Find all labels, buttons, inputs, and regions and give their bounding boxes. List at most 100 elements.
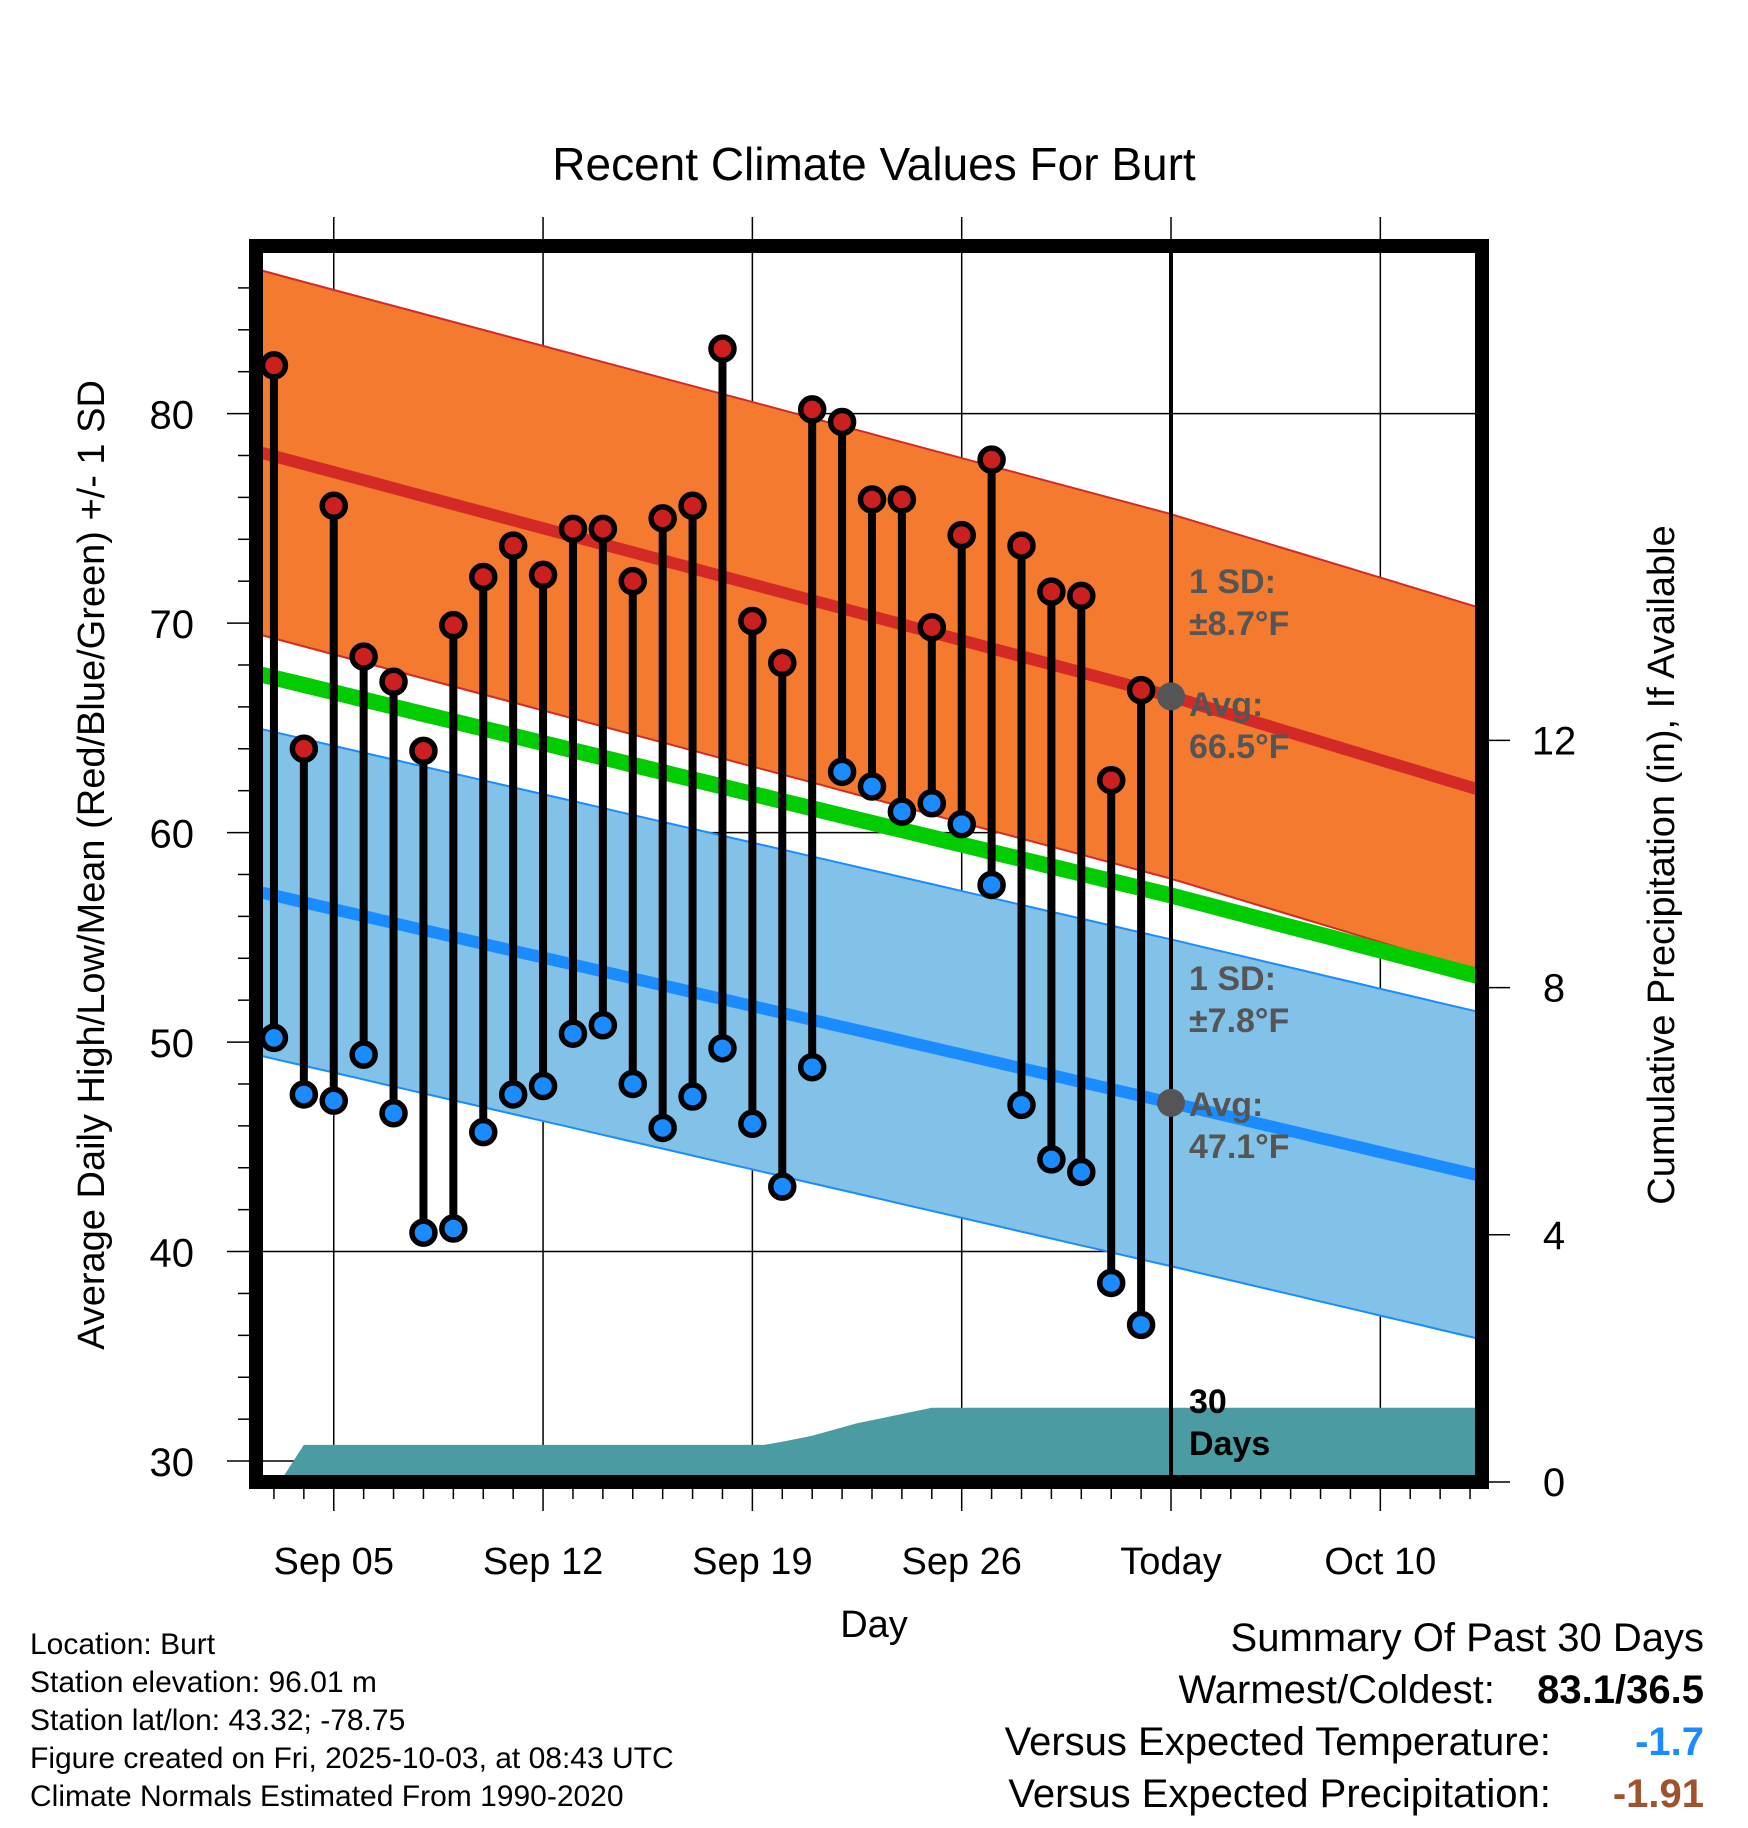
daily-high-point bbox=[469, 562, 498, 592]
x-tick-label: Sep 05 bbox=[274, 1541, 394, 1583]
daily-low-point bbox=[588, 1011, 618, 1040]
daily-high-point bbox=[588, 514, 618, 544]
summary-temp-row: Versus Expected Temperature: -1.7 bbox=[1005, 1716, 1704, 1768]
daily-high-point bbox=[618, 566, 648, 596]
daily-high-point bbox=[768, 648, 797, 678]
low-avg-label: Avg: bbox=[1189, 1086, 1263, 1124]
y2-tick-label: 8 bbox=[1543, 967, 1565, 1011]
warm-cold-label: Warmest/Coldest: bbox=[1178, 1668, 1495, 1712]
y2-tick-label: 0 bbox=[1543, 1461, 1565, 1505]
daily-high-point bbox=[738, 606, 767, 636]
daily-low-point bbox=[469, 1117, 498, 1147]
daily-high-point bbox=[439, 610, 468, 640]
x-tick-label: Sep 26 bbox=[901, 1541, 1021, 1583]
daily-high-point bbox=[498, 531, 528, 560]
daily-low-point bbox=[738, 1109, 767, 1139]
daily-low-point bbox=[678, 1082, 707, 1111]
daily-high-point bbox=[259, 351, 289, 380]
summary-title: Summary Of Past 30 Days bbox=[1230, 1616, 1704, 1660]
normal-mean-line bbox=[256, 665, 1482, 985]
plot-frame bbox=[249, 239, 1489, 1489]
daily-high-point bbox=[1007, 531, 1036, 560]
plot-area: 1 SD: ±8.7°F Avg: 66.5°F 1 SD: ±7.8°F Avg: 47.1… bbox=[150, 217, 1577, 1583]
y-tick-label: 40 bbox=[150, 1232, 195, 1276]
location-text: Location: Burt bbox=[30, 1628, 216, 1661]
daily-high-point bbox=[678, 491, 707, 521]
daily-low-point bbox=[648, 1113, 677, 1143]
period-unit: Days bbox=[1189, 1425, 1270, 1463]
daily-high-point bbox=[528, 560, 558, 590]
period-number: 30 bbox=[1189, 1383, 1227, 1421]
daily-high-point bbox=[857, 485, 887, 514]
daily-low-point bbox=[827, 757, 857, 787]
precip-value: -1.91 bbox=[1612, 1772, 1704, 1816]
y2-tick-label: 12 bbox=[1532, 719, 1577, 763]
daily-low-point bbox=[947, 809, 976, 839]
x-tick-label: Sep 12 bbox=[483, 1541, 603, 1583]
daily-high-point bbox=[708, 334, 737, 363]
daily-low-point bbox=[618, 1069, 648, 1099]
daily-low-point bbox=[768, 1172, 797, 1201]
elevation-text: Station elevation: 96.01 m bbox=[30, 1666, 377, 1699]
daily-high-point bbox=[947, 520, 976, 550]
low-avg-value: 47.1°F bbox=[1189, 1128, 1290, 1166]
chart-title: Recent Climate Values For Burt bbox=[552, 138, 1196, 190]
daily-low-point bbox=[319, 1086, 348, 1115]
y-tick-label: 30 bbox=[150, 1441, 195, 1485]
daily-low-point bbox=[1126, 1310, 1156, 1340]
daily-low-point bbox=[977, 870, 1006, 900]
temp-value: -1.7 bbox=[1635, 1720, 1704, 1764]
y2-axis-label: Cumulative Precipitation (in), If Availa… bbox=[1641, 525, 1683, 1204]
y-tick-label: 50 bbox=[150, 1022, 195, 1066]
summary-precip-row: Versus Expected Precipitation: -1.91 bbox=[1005, 1768, 1704, 1820]
daily-low-point bbox=[797, 1052, 827, 1082]
daily-high-point bbox=[289, 734, 319, 764]
daily-low-point bbox=[1037, 1145, 1066, 1174]
created-text: Figure created on Fri, 2025-10-03, at 08… bbox=[30, 1742, 674, 1775]
daily-low-point bbox=[409, 1218, 438, 1247]
daily-high-point bbox=[1067, 581, 1096, 611]
y-tick-label: 80 bbox=[150, 394, 195, 438]
x-tick-label: Sep 19 bbox=[692, 1541, 812, 1583]
daily-high-point bbox=[409, 736, 438, 766]
daily-low-point bbox=[887, 797, 917, 826]
high-sd-value: ±8.7°F bbox=[1189, 605, 1289, 643]
today-high-avg-marker bbox=[1157, 682, 1186, 711]
daily-high-point bbox=[349, 642, 378, 671]
low-sd-label: 1 SD: bbox=[1189, 960, 1276, 998]
precip-label: Versus Expected Precipitation: bbox=[1008, 1772, 1551, 1816]
daily-high-point bbox=[827, 407, 857, 437]
high-avg-value: 66.5°F bbox=[1189, 728, 1290, 766]
y-tick-label: 60 bbox=[150, 813, 195, 857]
latlon-text: Station lat/lon: 43.32; -78.75 bbox=[30, 1704, 406, 1737]
warm-cold-value: 83.1/36.5 bbox=[1537, 1668, 1704, 1712]
daily-low-point bbox=[1007, 1090, 1036, 1120]
y-tick-label: 70 bbox=[150, 603, 195, 647]
summary-warm-cold-row: Warmest/Coldest: 83.1/36.5 bbox=[1005, 1664, 1705, 1716]
daily-high-point bbox=[558, 514, 588, 544]
daily-low-point bbox=[558, 1019, 588, 1048]
daily-high-point bbox=[319, 491, 348, 521]
daily-low-point bbox=[259, 1023, 289, 1053]
daily-low-point bbox=[439, 1214, 468, 1243]
daily-low-point bbox=[1096, 1268, 1126, 1298]
daily-low-point bbox=[917, 788, 947, 818]
daily-low-point bbox=[498, 1080, 528, 1109]
daily-low-point bbox=[379, 1099, 408, 1128]
daily-low-point bbox=[349, 1040, 378, 1069]
y2-tick-label: 4 bbox=[1543, 1214, 1565, 1258]
daily-low-point bbox=[1067, 1157, 1096, 1187]
low-sd-value: ±7.8°F bbox=[1189, 1002, 1289, 1040]
normal-low-line bbox=[256, 885, 1482, 1182]
high-sd-label: 1 SD: bbox=[1189, 563, 1276, 601]
y-axis-label: Average Daily High/Low/Mean (Red/Blue/Gr… bbox=[71, 380, 113, 1350]
precip-area bbox=[279, 1407, 1482, 1482]
daily-high-point bbox=[887, 485, 917, 514]
x-tick-label: Today bbox=[1120, 1541, 1221, 1583]
daily-high-point bbox=[1037, 577, 1066, 606]
daily-low-point bbox=[708, 1034, 737, 1063]
plot-content: 1 SD: ±8.7°F Avg: 66.5°F 1 SD: ±7.8°F Avg: 47.1… bbox=[256, 246, 1482, 1482]
daily-high-point bbox=[797, 395, 827, 424]
x-axis-label: Day bbox=[840, 1604, 908, 1646]
